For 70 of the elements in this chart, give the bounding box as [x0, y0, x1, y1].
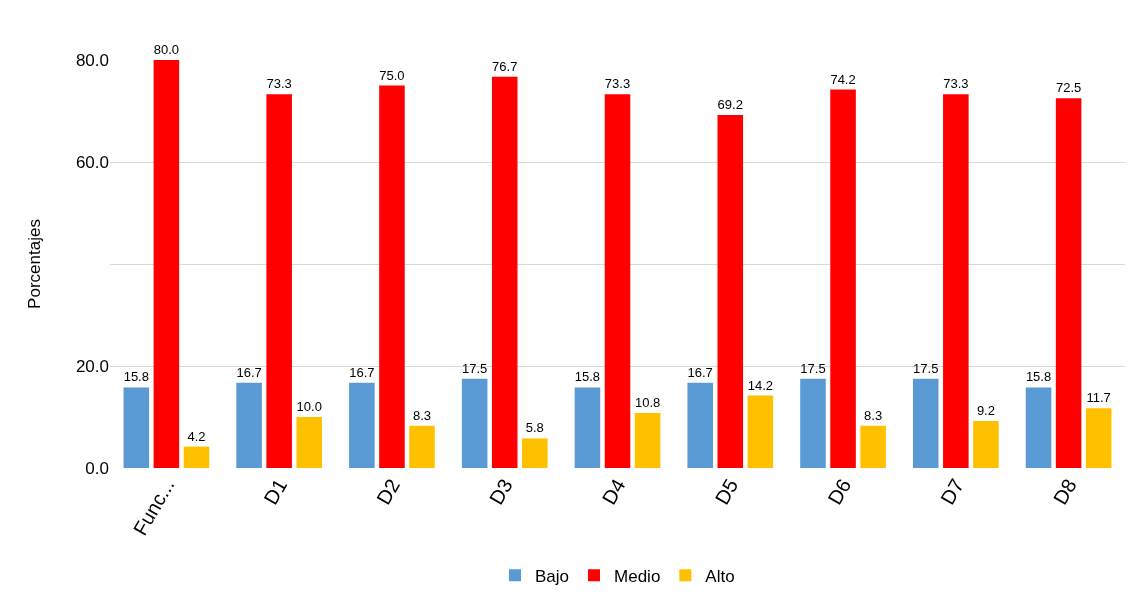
data-label: 80.0	[153, 42, 180, 57]
bar	[461, 378, 488, 468]
data-label: 73.3	[943, 76, 969, 92]
bar	[522, 438, 548, 468]
bar	[409, 425, 435, 468]
data-label: 15.8	[123, 369, 149, 385]
data-label: 76.7	[492, 58, 518, 74]
data-label: 17.5	[800, 360, 826, 376]
data-label: 74.2	[830, 71, 856, 87]
data-label: 15.8	[1025, 369, 1052, 385]
bar	[747, 395, 774, 468]
x-tick-label: D1	[259, 475, 292, 509]
bar	[973, 421, 999, 468]
bar	[349, 382, 375, 468]
x-tick-label: D7	[936, 475, 968, 509]
bar	[1055, 98, 1082, 468]
bar	[491, 76, 518, 468]
data-label: 9.2	[976, 403, 995, 419]
data-label: 16.7	[236, 364, 262, 380]
data-label: 8.3	[864, 407, 883, 423]
data-label: 73.3	[604, 76, 631, 92]
x-tick-label: D4	[597, 475, 630, 509]
bar	[1025, 387, 1052, 468]
x-tick-label: D8	[1048, 475, 1081, 509]
bar	[183, 446, 210, 468]
x-tick-label: D2	[372, 475, 405, 509]
data-label: 72.5	[1055, 80, 1082, 96]
bar	[717, 115, 744, 468]
bar	[123, 387, 150, 468]
data-label: 75.0	[379, 67, 405, 83]
bar	[687, 382, 713, 468]
data-label: 16.7	[349, 364, 375, 380]
data-label: 15.8	[574, 369, 601, 385]
x-tick-label: D6	[823, 475, 856, 509]
bar	[800, 378, 826, 468]
y-tick-label: 60.0	[75, 152, 109, 172]
data-label: 69.2	[717, 97, 743, 113]
bar	[604, 94, 631, 468]
bar	[943, 94, 969, 468]
data-label: 4.2	[187, 428, 206, 444]
bar	[830, 89, 856, 468]
data-label: 14.2	[747, 377, 774, 393]
bar	[860, 425, 886, 468]
x-tick-label: D5	[710, 475, 743, 509]
bar	[634, 412, 661, 468]
legend-label: Bajo	[535, 566, 570, 586]
y-tick-label: 80.0	[75, 50, 109, 70]
bar	[379, 85, 405, 468]
x-tick-label: D3	[485, 475, 517, 509]
data-label: 17.5	[461, 360, 488, 376]
y-tick-label: 0.0	[85, 458, 109, 478]
y-axis-title: Porcentajes	[25, 219, 45, 309]
y-tick-label: 20.0	[75, 356, 109, 376]
data-label: 10.0	[296, 399, 322, 414]
data-label: 5.8	[525, 420, 544, 436]
data-label: 8.3	[412, 407, 432, 423]
data-label: 10.8	[634, 394, 661, 410]
bar	[574, 387, 601, 468]
legend-label: Medio	[614, 566, 661, 586]
legend-label: Alto	[705, 566, 735, 586]
bar	[236, 382, 262, 468]
data-label: 16.7	[687, 364, 713, 380]
data-label: 11.7	[1086, 390, 1111, 406]
bar	[1085, 408, 1112, 468]
bar	[912, 378, 939, 468]
data-label: 17.5	[913, 360, 939, 376]
bar	[266, 94, 292, 468]
data-label: 73.3	[266, 76, 292, 92]
bar	[296, 417, 323, 468]
bar	[153, 60, 180, 468]
